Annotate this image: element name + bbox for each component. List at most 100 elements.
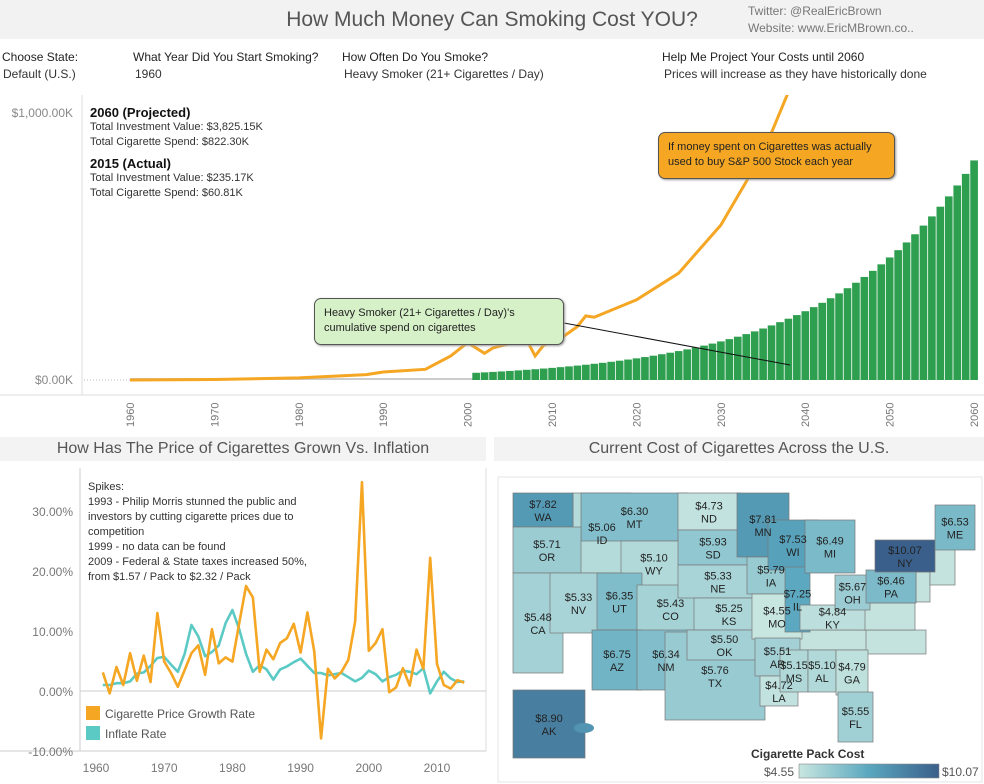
legend-max: $10.07: [942, 765, 979, 779]
legend-label: Cigarette Price Growth Rate: [105, 707, 255, 721]
price-section-title: How Has The Price of Cigarettes Grown Vs…: [0, 437, 486, 461]
state-code: TX: [708, 678, 723, 690]
spend-bar: [632, 358, 641, 380]
spikes-note-line: investors by cutting cigarette prices du…: [88, 511, 294, 523]
spend-bar: [531, 369, 540, 380]
spend-bar: [860, 276, 869, 380]
spend-bar: [717, 341, 725, 380]
state-code: WA: [534, 512, 552, 524]
state-code: PA: [884, 589, 899, 601]
hawaii-shape: [574, 723, 594, 733]
state-code: AR: [770, 659, 785, 671]
state-value: $7.53: [779, 534, 807, 546]
x-tick-label: 2020: [631, 403, 643, 427]
spend-bar: [624, 359, 632, 380]
state-code: WI: [786, 547, 799, 559]
state-value: $4.79: [838, 662, 866, 674]
state-code: ND: [701, 514, 717, 526]
state-code: ID: [597, 535, 608, 547]
spend-bar: [961, 173, 970, 380]
state-code: CO: [662, 611, 679, 623]
state-value: $5.25: [715, 603, 743, 615]
state-me: [934, 504, 976, 551]
x-tick-label: 1980: [219, 761, 246, 775]
state-value: $5.79: [757, 565, 785, 577]
state-code: AZ: [610, 662, 624, 674]
state-value: $5.55: [842, 706, 870, 718]
state-fl: [837, 691, 874, 743]
x-tick-label: 2040: [800, 403, 812, 427]
projection-filter[interactable]: Prices will increase as they have histor…: [664, 67, 927, 81]
spend-bar: [902, 242, 911, 380]
state-code: NE: [710, 584, 725, 596]
spend-bar: [489, 371, 497, 380]
state-value: $6.34: [652, 649, 680, 661]
spend-bar: [809, 307, 818, 380]
dashboard-title: How Much Money Can Smoking Cost YOU?: [286, 8, 698, 31]
actual-spend: Total Cigarette Spend: $60.81K: [90, 187, 243, 199]
state-value: $4.72: [765, 680, 793, 692]
spend-bar: [700, 345, 708, 380]
state-value: $7.25: [784, 589, 812, 601]
state-filter[interactable]: Default (U.S.): [3, 67, 76, 81]
actual-title: 2015 (Actual): [90, 156, 171, 171]
spend-bar: [953, 185, 962, 380]
spend-bar: [936, 206, 945, 380]
state-code: AK: [542, 726, 557, 738]
spend-bar: [683, 349, 691, 380]
state-az: [591, 629, 643, 691]
spend-bar: [793, 315, 801, 380]
state-code: MN: [754, 527, 771, 539]
spend-bar: [852, 282, 860, 380]
spend-bar: [944, 196, 953, 380]
website-link[interactable]: Website: www.EricMBrown.co..: [748, 21, 914, 35]
spend-bar: [565, 366, 573, 380]
state-code: GA: [844, 675, 861, 687]
x-tick-label: 2000: [463, 403, 475, 427]
start-year-filter[interactable]: 1960: [135, 67, 162, 81]
state-value: $5.06: [588, 522, 616, 534]
state-value: $5.76: [701, 665, 729, 677]
x-tick-label: 2030: [716, 403, 728, 427]
spend-bar: [573, 365, 582, 380]
state-code: OH: [844, 595, 861, 607]
state-shape: [915, 571, 931, 603]
state-value: $5.51: [764, 646, 792, 658]
state-value: $6.49: [816, 536, 844, 548]
spend-bar: [826, 298, 835, 380]
state-value: $6.35: [606, 591, 634, 603]
state-or: [512, 526, 582, 574]
spikes-note-line: from $1.57 / Pack to $2.32 / Pack: [88, 571, 251, 583]
state-value: $5.10: [808, 660, 836, 672]
x-tick-label: 1990: [287, 761, 314, 775]
state-value: $5.10: [640, 553, 668, 565]
spend-bar: [818, 302, 826, 380]
spend-bar: [480, 372, 489, 380]
state-value: $8.90: [535, 713, 563, 725]
state-value: $5.33: [565, 592, 593, 604]
spend-bar: [919, 225, 928, 380]
twitter-handle[interactable]: Twitter: @RealEricBrown: [748, 4, 882, 18]
state-value: $10.07: [888, 545, 922, 557]
projected-title: 2060 (Projected): [90, 105, 191, 120]
spend-bar: [894, 250, 902, 380]
state-code: IL: [793, 602, 802, 614]
state-al: [807, 649, 837, 693]
y-tick-label: 20.00%: [32, 565, 73, 579]
state-code: KY: [825, 620, 840, 632]
spend-bar: [784, 318, 793, 380]
state-ok: [686, 629, 763, 661]
state-code: CA: [530, 625, 546, 637]
spikes-note: Spikes: 1993 - Philip Morris stunned the…: [88, 480, 307, 585]
spend-bar: [666, 352, 675, 380]
y-tick-label: -10.00%: [28, 745, 73, 759]
state-code: NM: [657, 662, 674, 674]
y-tick-label: 10.00%: [32, 625, 73, 639]
price-growth-line: [101, 480, 465, 740]
spend-bar: [674, 351, 683, 380]
state-code: AL: [815, 673, 828, 685]
frequency-filter[interactable]: Heavy Smoker (21+ Cigarettes / Day): [344, 67, 544, 81]
state-wa: [512, 492, 574, 528]
state-value: $5.50: [711, 634, 739, 646]
state-ne: [677, 564, 759, 599]
